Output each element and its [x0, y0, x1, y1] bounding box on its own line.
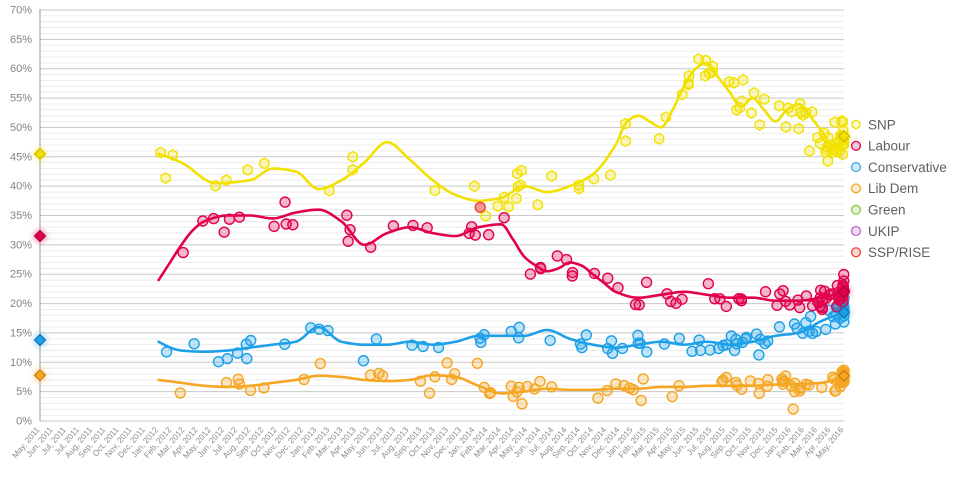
- svg-text:25%: 25%: [10, 269, 32, 281]
- svg-text:SNP: SNP: [868, 117, 896, 132]
- svg-text:60%: 60%: [10, 63, 32, 75]
- svg-text:15%: 15%: [10, 327, 32, 339]
- svg-text:45%: 45%: [10, 151, 32, 163]
- svg-text:Green: Green: [868, 203, 906, 218]
- svg-text:70%: 70%: [10, 5, 32, 17]
- svg-text:65%: 65%: [10, 34, 32, 46]
- svg-text:10%: 10%: [10, 357, 32, 369]
- svg-text:35%: 35%: [10, 210, 32, 222]
- svg-text:20%: 20%: [10, 298, 32, 310]
- svg-text:UKIP: UKIP: [868, 224, 900, 239]
- svg-text:50%: 50%: [10, 122, 32, 134]
- svg-text:SSP/RISE: SSP/RISE: [868, 245, 930, 260]
- svg-text:Conservative: Conservative: [868, 160, 947, 175]
- svg-text:40%: 40%: [10, 181, 32, 193]
- svg-text:Lib Dem: Lib Dem: [868, 181, 918, 196]
- svg-text:5%: 5%: [16, 386, 32, 398]
- svg-text:0%: 0%: [16, 416, 32, 428]
- svg-text:55%: 55%: [10, 93, 32, 105]
- svg-text:30%: 30%: [10, 239, 32, 251]
- svg-text:Labour: Labour: [868, 139, 911, 154]
